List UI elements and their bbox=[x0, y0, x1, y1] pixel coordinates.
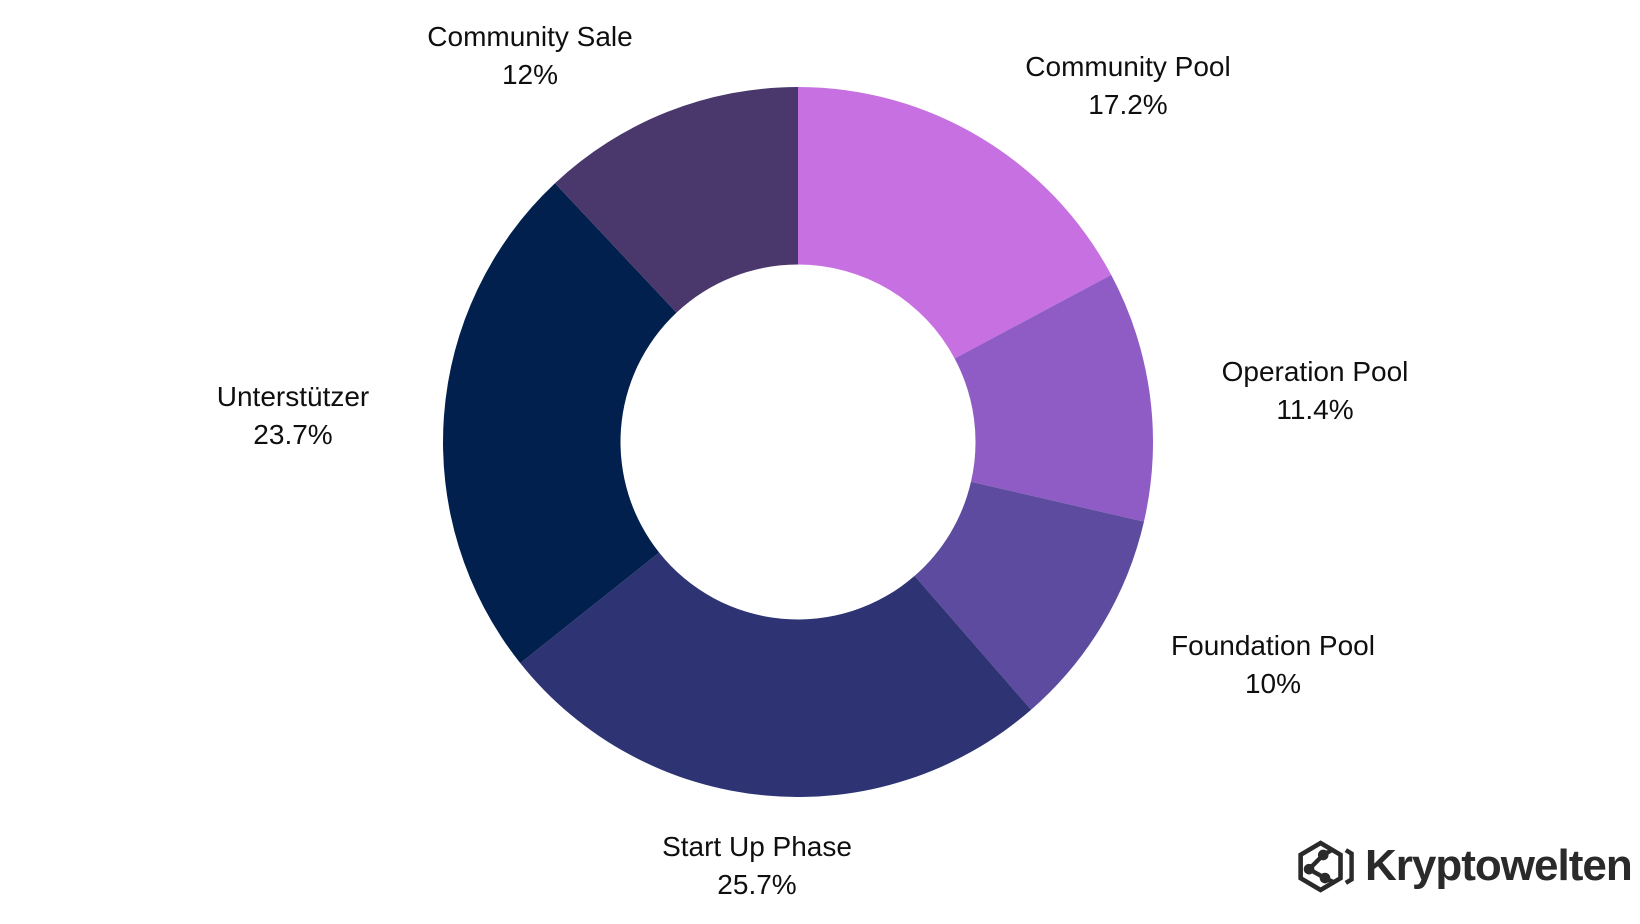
hexagon-network-icon bbox=[1298, 839, 1354, 893]
logo-text: Kryptowelten bbox=[1365, 841, 1633, 890]
slice-label-community-pool: Community Pool 17.2% bbox=[1025, 48, 1230, 124]
kryptowelten-logo: Kryptowelten bbox=[1294, 837, 1633, 895]
slice-name: Foundation Pool bbox=[1171, 630, 1375, 661]
slice-name: Community Pool bbox=[1025, 51, 1231, 82]
slice-percent: 12% bbox=[501, 59, 559, 90]
slice-label-operation-pool: Operation Pool 11.4% bbox=[1222, 353, 1409, 429]
slice-label-unterstuetzer: Unterstützer 23.7% bbox=[217, 378, 370, 454]
donut-slice-0 bbox=[798, 87, 1112, 359]
slice-label-foundation-pool: Foundation Pool 10% bbox=[1171, 627, 1375, 703]
donut-slice-2 bbox=[914, 481, 1144, 710]
slice-percent: 17.2% bbox=[1088, 89, 1168, 120]
donut-slice-5 bbox=[554, 87, 798, 313]
donut-chart bbox=[443, 87, 1153, 797]
slice-name: Community Sale bbox=[427, 21, 633, 52]
donut-slice-4 bbox=[443, 183, 677, 664]
slice-label-start-up-phase: Start Up Phase 25.7% bbox=[662, 828, 852, 904]
slice-percent: 11.4% bbox=[1276, 394, 1354, 425]
slice-label-community-sale: Community Sale 12% bbox=[427, 18, 632, 94]
slice-name: Start Up Phase bbox=[662, 831, 852, 862]
slice-percent: 23.7% bbox=[253, 419, 333, 450]
slice-name: Unterstützer bbox=[216, 381, 370, 412]
donut-slice-1 bbox=[954, 274, 1153, 522]
slice-percent: 25.7% bbox=[717, 869, 797, 900]
slice-name: Operation Pool bbox=[1221, 356, 1409, 387]
slice-percent: 10% bbox=[1244, 668, 1302, 699]
donut-slice-3 bbox=[520, 552, 1032, 797]
